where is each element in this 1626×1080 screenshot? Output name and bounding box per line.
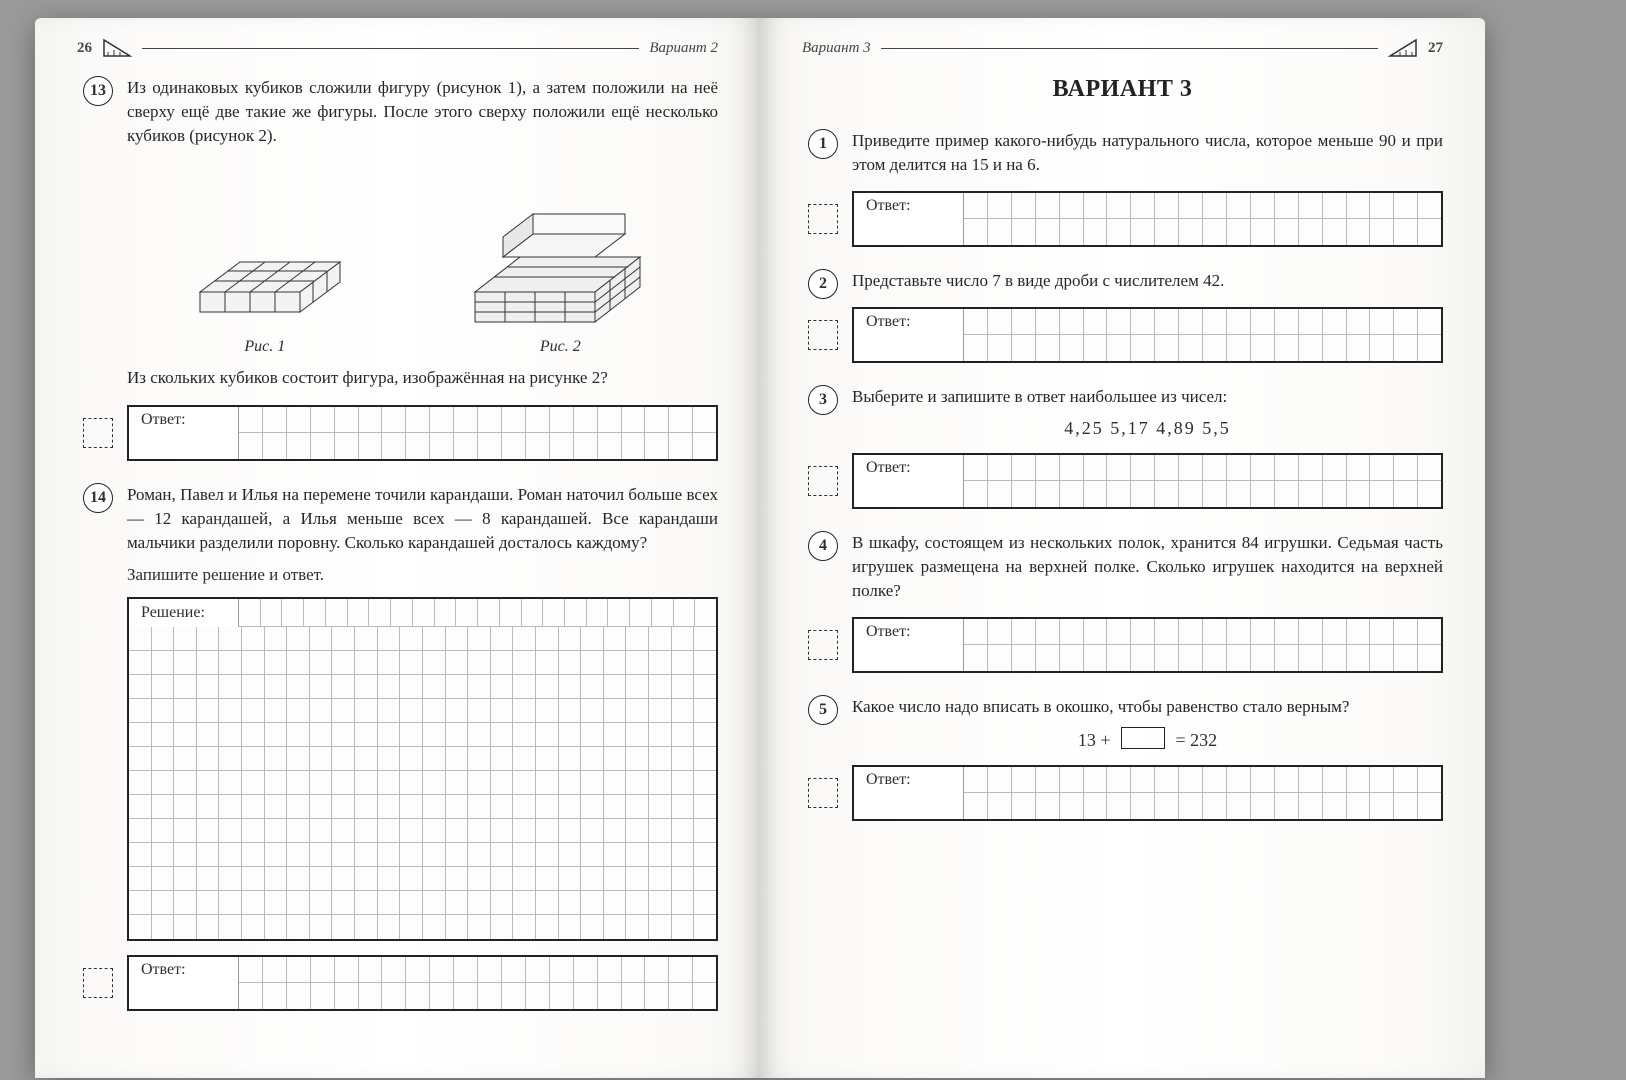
answer-grid[interactable]: Ответ: bbox=[127, 955, 718, 1011]
page-number-right: 27 bbox=[1428, 40, 1443, 57]
task-text: Представьте число 7 в виде дроби с числи… bbox=[852, 269, 1443, 293]
figure-1-caption: Рис. 1 bbox=[170, 338, 360, 356]
triangle-ruler-icon bbox=[102, 38, 132, 58]
solution-label: Решение: bbox=[129, 599, 239, 627]
task-4: 4 В шкафу, состоящем из нескольких полок… bbox=[852, 531, 1443, 673]
answer-block-2: Ответ: bbox=[852, 307, 1443, 363]
task-number: 2 bbox=[808, 269, 838, 299]
answer-grid[interactable]: Ответ: bbox=[852, 191, 1443, 247]
task-text: Роман, Павел и Илья на перемене точили к… bbox=[127, 483, 718, 555]
cut-marker-icon bbox=[808, 320, 838, 350]
running-head-right: Вариант 3 27 bbox=[802, 38, 1443, 58]
task-text: В шкафу, состоящем из нескольких полок, … bbox=[852, 531, 1443, 603]
answer-block-4: Ответ: bbox=[852, 617, 1443, 673]
task-14: 14 Роман, Павел и Илья на перемене точил… bbox=[127, 483, 718, 1011]
eq-right: = 232 bbox=[1176, 730, 1218, 750]
answer-block-3: Ответ: bbox=[852, 453, 1443, 509]
answer-label: Ответ: bbox=[129, 407, 239, 433]
cut-marker-icon bbox=[808, 466, 838, 496]
task-text: Из одинаковых кубиков сложили фигуру (ри… bbox=[127, 76, 718, 148]
page-number-left: 26 bbox=[77, 40, 92, 57]
answer-grid[interactable]: Ответ: bbox=[852, 307, 1443, 363]
cut-marker-icon bbox=[83, 418, 113, 448]
task-number: 5 bbox=[808, 695, 838, 725]
answer-block-14: Ответ: bbox=[127, 955, 718, 1011]
rule-line bbox=[142, 48, 639, 49]
book-spread: 26 Вариант 2 13 Из одинаковых кубиков сл… bbox=[35, 18, 1485, 1078]
task-3: 3 Выберите и запишите в ответ наибольшее… bbox=[852, 385, 1443, 508]
answer-block-13: Ответ: bbox=[127, 405, 718, 461]
solution-grid[interactable]: Решение: bbox=[127, 597, 718, 941]
number-choices: 4,25 5,17 4,89 5,5 bbox=[852, 418, 1443, 439]
equation-line: 13 + = 232 bbox=[852, 727, 1443, 751]
figure-2: Рис. 2 bbox=[445, 162, 675, 356]
answer-block-1: Ответ: bbox=[852, 191, 1443, 247]
cube-figure-2-svg bbox=[445, 162, 675, 332]
running-title-left: Вариант 2 bbox=[649, 40, 718, 57]
running-title-right: Вариант 3 bbox=[802, 40, 871, 57]
answer-label: Ответ: bbox=[129, 957, 239, 983]
equation-blank[interactable] bbox=[1121, 727, 1165, 749]
solution-block-14: Решение: bbox=[127, 597, 718, 941]
task-instruction: Запишите решение и ответ. bbox=[127, 565, 718, 585]
task-2: 2 Представьте число 7 в виде дроби с чис… bbox=[852, 269, 1443, 363]
page-left: 26 Вариант 2 13 Из одинаковых кубиков сл… bbox=[35, 18, 760, 1078]
answer-grid[interactable]: Ответ: bbox=[852, 453, 1443, 509]
answer-label: Ответ: bbox=[854, 455, 964, 481]
task-question: Из скольких кубиков состоит фигура, изоб… bbox=[127, 366, 718, 390]
cut-marker-icon bbox=[808, 778, 838, 808]
task-number: 14 bbox=[83, 483, 113, 513]
task-text: Какое число надо вписать в окошко, чтобы… bbox=[852, 695, 1443, 719]
task-number: 3 bbox=[808, 385, 838, 415]
figure-2-caption: Рис. 2 bbox=[445, 338, 675, 356]
task-text: Выберите и запишите в ответ наибольшее и… bbox=[852, 385, 1443, 409]
task-number: 1 bbox=[808, 129, 838, 159]
answer-label: Ответ: bbox=[854, 309, 964, 335]
figure-1: Рис. 1 bbox=[170, 192, 360, 356]
task-13: 13 Из одинаковых кубиков сложили фигуру … bbox=[127, 76, 718, 461]
cut-marker-icon bbox=[808, 630, 838, 660]
triangle-ruler-icon bbox=[1388, 38, 1418, 58]
task-number: 13 bbox=[83, 76, 113, 106]
cut-marker-icon bbox=[83, 968, 113, 998]
answer-block-5: Ответ: bbox=[852, 765, 1443, 821]
task-text: Приведите пример какого-нибудь натуральн… bbox=[852, 129, 1443, 177]
answer-label: Ответ: bbox=[854, 767, 964, 793]
variant-title: ВАРИАНТ 3 bbox=[802, 76, 1443, 103]
task-1: 1 Приведите пример какого-нибудь натурал… bbox=[852, 129, 1443, 247]
answer-grid[interactable]: Ответ: bbox=[127, 405, 718, 461]
running-head-left: 26 Вариант 2 bbox=[77, 38, 718, 58]
answer-label: Ответ: bbox=[854, 193, 964, 219]
rule-line bbox=[881, 48, 1378, 49]
cube-figure-1-svg bbox=[170, 192, 360, 332]
answer-grid[interactable]: Ответ: bbox=[852, 765, 1443, 821]
eq-left: 13 + bbox=[1078, 730, 1111, 750]
task-5: 5 Какое число надо вписать в окошко, что… bbox=[852, 695, 1443, 821]
cut-marker-icon bbox=[808, 204, 838, 234]
task-number: 4 bbox=[808, 531, 838, 561]
answer-grid[interactable]: Ответ: bbox=[852, 617, 1443, 673]
figures-row: Рис. 1 bbox=[127, 162, 718, 356]
answer-label: Ответ: bbox=[854, 619, 964, 645]
page-right: Вариант 3 27 ВАРИАНТ 3 1 Приведите приме… bbox=[760, 18, 1485, 1078]
